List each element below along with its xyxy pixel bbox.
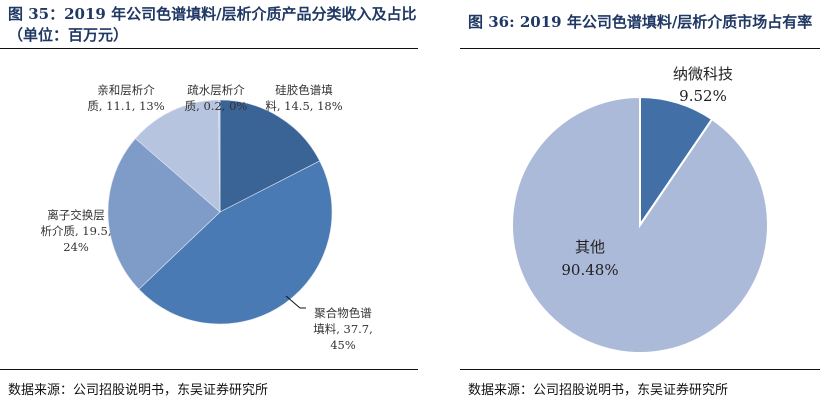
pie-slice-0 bbox=[639, 95, 714, 229]
svg-text:90.48%: 90.48% bbox=[561, 261, 618, 279]
left-title-line2: （单位：百万元） bbox=[8, 26, 129, 44]
svg-text:离子交换层: 离子交换层 bbox=[47, 208, 105, 222]
right-pie-chart bbox=[511, 95, 769, 354]
svg-text:硅胶色谱填: 硅胶色谱填 bbox=[275, 83, 333, 97]
left-bottom-rule bbox=[0, 369, 418, 370]
label-ion-exchange: 离子交换层 析介质, 19.5, 24% bbox=[40, 208, 111, 254]
svg-text:质, 11.1, 13%: 质, 11.1, 13% bbox=[87, 99, 164, 113]
right-source-note: 数据来源：公司招股说明书，东吴证券研究所 bbox=[468, 383, 729, 398]
pie-slice-4 bbox=[217, 99, 221, 213]
svg-text:疏水层析介: 疏水层析介 bbox=[187, 83, 245, 97]
label-polymer: 聚合物色谱 填料, 37.7, 45% bbox=[313, 306, 373, 352]
right-chart-title: 图 36: 2019 年公司色谱填料/层析介质市场占有率 bbox=[468, 13, 813, 31]
left-pie-chart bbox=[107, 99, 333, 325]
left-source-note: 数据来源：公司招股说明书，东吴证券研究所 bbox=[8, 383, 269, 398]
leader-line bbox=[285, 295, 306, 309]
pie-slice-1 bbox=[511, 95, 769, 354]
left-top-rule bbox=[0, 48, 418, 49]
pie-slice-0 bbox=[219, 99, 321, 213]
label-affinity: 亲和层析介 质, 11.1, 13% bbox=[87, 83, 164, 113]
right-bottom-rule bbox=[460, 369, 820, 370]
pie-slice-1 bbox=[138, 160, 333, 325]
svg-text:24%: 24% bbox=[63, 240, 89, 254]
svg-text:其他: 其他 bbox=[575, 238, 605, 256]
pie-slice-3 bbox=[135, 99, 221, 213]
left-title-line1: 图 35：2019 年公司色谱填料/层析介质产品分类收入及占比 bbox=[8, 5, 417, 23]
svg-text:填料, 37.7,: 填料, 37.7, bbox=[313, 322, 373, 336]
label-others: 其他 90.48% bbox=[561, 238, 618, 279]
label-nanomicro: 纳微科技 9.52% bbox=[673, 65, 733, 105]
svg-text:析介质, 19.5,: 析介质, 19.5, bbox=[40, 224, 111, 238]
right-top-rule bbox=[460, 48, 820, 49]
svg-text:质, 0.2, 0%: 质, 0.2, 0% bbox=[185, 99, 248, 113]
svg-text:纳微科技: 纳微科技 bbox=[673, 65, 733, 83]
pie-slice-2 bbox=[107, 138, 221, 290]
svg-text:亲和层析介: 亲和层析介 bbox=[97, 83, 155, 97]
svg-text:9.52%: 9.52% bbox=[679, 87, 727, 105]
svg-text:聚合物色谱: 聚合物色谱 bbox=[314, 306, 372, 320]
label-silica: 硅胶色谱填 料, 14.5, 18% bbox=[265, 83, 342, 113]
svg-text:45%: 45% bbox=[330, 338, 356, 352]
svg-text:料, 14.5, 18%: 料, 14.5, 18% bbox=[265, 99, 342, 113]
left-chart-title: 图 35：2019 年公司色谱填料/层析介质产品分类收入及占比 （单位：百万元） bbox=[8, 4, 417, 46]
label-hydrophobic: 疏水层析介 质, 0.2, 0% bbox=[185, 83, 248, 113]
